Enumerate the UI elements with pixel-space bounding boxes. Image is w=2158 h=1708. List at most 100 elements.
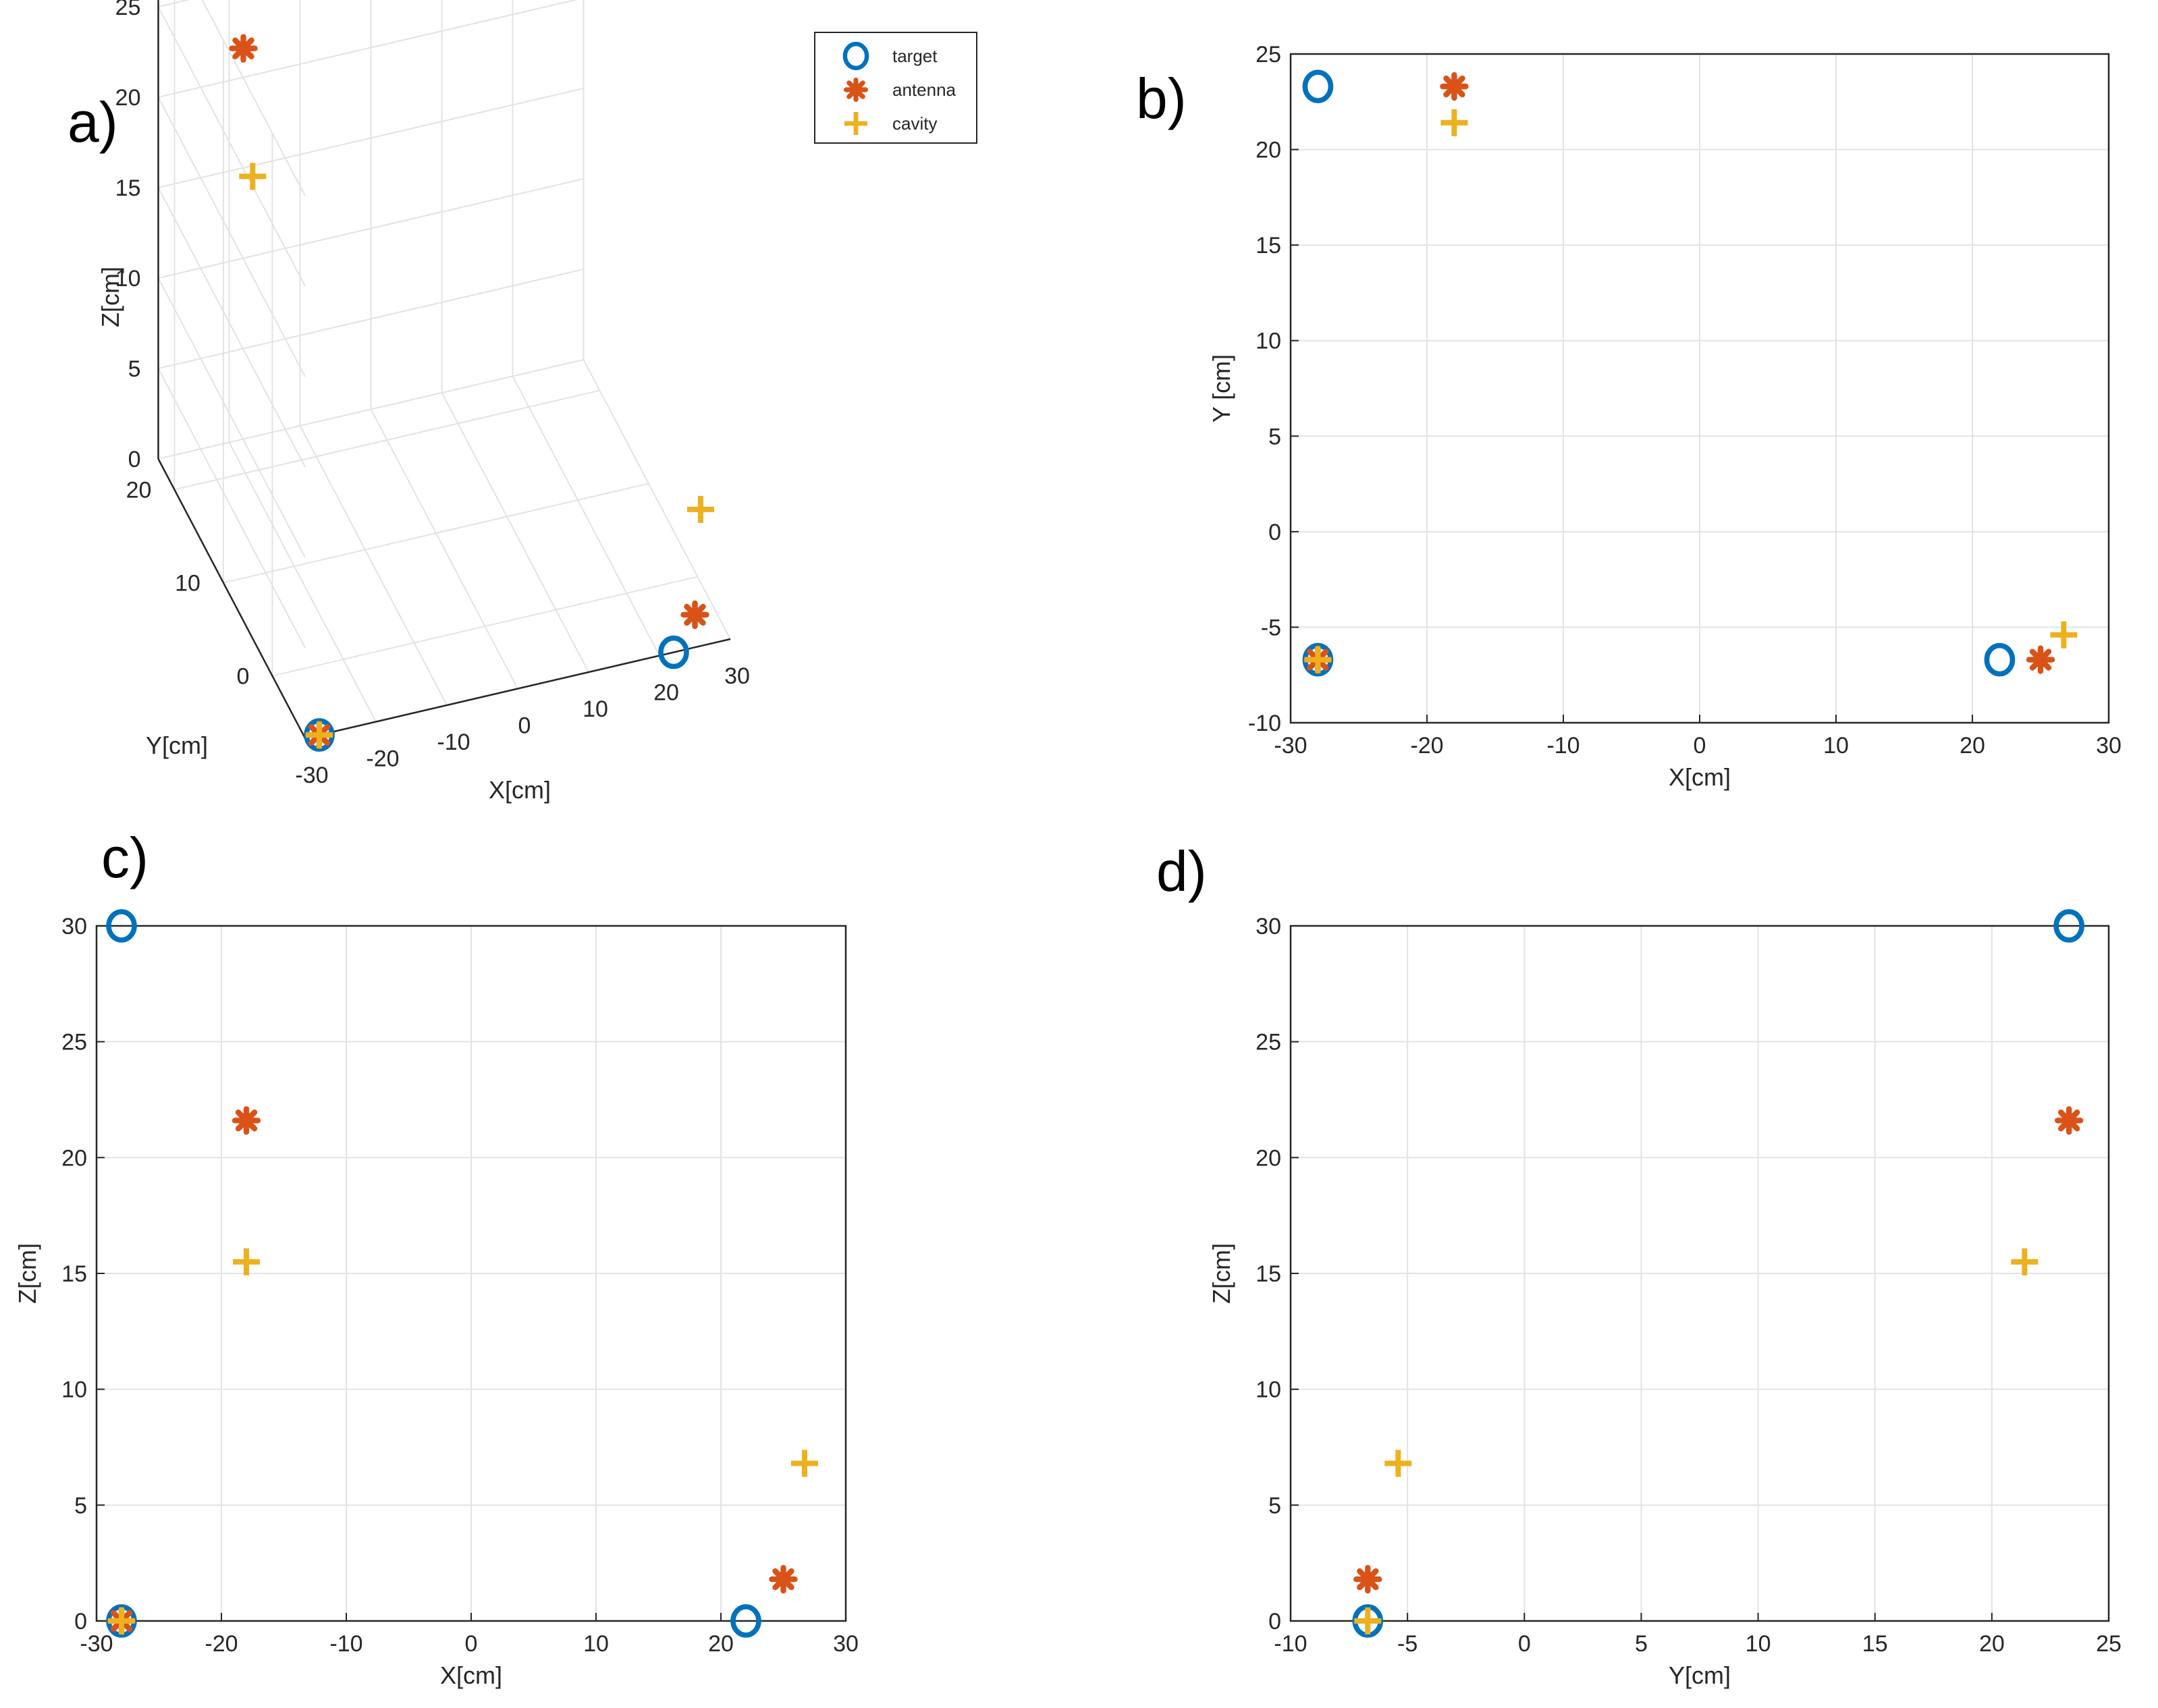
y-tick-label: 5 (1268, 424, 1281, 449)
x-axis-label: X[cm] (1669, 763, 1731, 791)
x-tick-label: 5 (1635, 1631, 1648, 1657)
cavity-point (233, 1248, 260, 1275)
target-point (1302, 70, 1334, 103)
y-tick-label: 20 (61, 1145, 87, 1171)
x-tick-label: 0 (465, 1631, 478, 1657)
cavity-point (306, 721, 333, 749)
x-tick-label: -30 (1274, 733, 1307, 759)
target-marker-ring (1984, 642, 2016, 677)
x-tick-label: 20 (653, 680, 679, 706)
x-tick-label: 25 (2096, 1631, 2122, 1657)
y-tick-label: 10 (1256, 1377, 1281, 1403)
x-tick-label: 0 (1518, 1631, 1531, 1657)
legend-box (814, 32, 977, 144)
target-point (2053, 909, 2084, 943)
cavity-point (2050, 621, 2078, 649)
scatter-panel-d: -10 -5 0 5 10 15 20 25 0 5 10 15 20 25 30 Y[cm] Z[cm] (1208, 909, 2122, 1689)
y-tick-label: 30 (61, 914, 87, 939)
antenna-point (2054, 1106, 2084, 1135)
scatter-panel-a: -30-20-10010203001020051015202530X[cm]Y[… (97, 0, 750, 804)
grid-line (157, 368, 306, 649)
grid-line (157, 97, 306, 377)
axes-frame (1289, 925, 2110, 1622)
x-tick-label: 20 (1979, 1631, 2005, 1657)
antenna-marker-stroke (2057, 1109, 2080, 1132)
x-tick-label: 30 (2096, 733, 2122, 759)
y-tick-label: 10 (175, 571, 200, 597)
y-tick-label: 10 (1256, 329, 1281, 354)
axes-frame (1289, 53, 2110, 724)
x-tick-label: -20 (205, 1631, 238, 1657)
x-axis-label: Y[cm] (1669, 1661, 1731, 1689)
y-axis-label: Z[cm] (14, 1243, 41, 1304)
grid-line (228, 442, 377, 722)
x-tick-label: -10 (437, 729, 470, 755)
x-tick-label: 15 (1862, 1631, 1888, 1657)
legend-label: antenna (892, 80, 956, 100)
z-tick-label: 0 (128, 447, 141, 472)
x-tick-label: -10 (329, 1631, 362, 1657)
y-tick-label: 10 (61, 1377, 87, 1403)
x-tick-label: 20 (1960, 733, 1985, 759)
y-tick-label: 0 (1268, 520, 1281, 545)
panel-label: d) (1156, 839, 1207, 903)
antenna-point (229, 34, 258, 63)
y-tick-label: 0 (237, 664, 250, 690)
antenna-point (769, 1564, 798, 1594)
antenna-marker-stroke (684, 603, 706, 626)
grid-line (157, 187, 306, 468)
circle-icon (842, 41, 869, 71)
z-axis-label: Z[cm] (97, 267, 124, 327)
target-marker-ring (842, 41, 869, 71)
target-marker-ring (2053, 909, 2084, 943)
cavity-point (1440, 109, 1468, 136)
y-tick-label: 0 (1268, 1609, 1281, 1634)
target-marker-ring (1302, 70, 1334, 103)
z-tick-label: 20 (115, 85, 141, 111)
y-tick-label: 15 (61, 1261, 87, 1287)
grid-line (201, 0, 306, 196)
y-tick-label: -5 (1261, 615, 1281, 640)
z-tick-label: 5 (128, 356, 141, 382)
cavity-point (790, 1450, 818, 1477)
x-axis-label: X[cm] (440, 1661, 502, 1689)
y-tick-label: 15 (1256, 1261, 1281, 1287)
target-point (658, 635, 689, 669)
plus-icon (844, 112, 867, 135)
grid-line (583, 359, 731, 640)
x-tick-label: 10 (1746, 1631, 1771, 1657)
antenna-marker-stroke (846, 80, 865, 99)
panel-label: c) (101, 826, 149, 889)
x-tick-label: 10 (1823, 733, 1849, 759)
x-tick-label: -5 (1397, 1631, 1418, 1657)
cavity-point (686, 495, 714, 523)
x-tick-label: -10 (1274, 1631, 1307, 1657)
cavity-point (1304, 646, 1332, 673)
x-tick-label: -30 (80, 1631, 113, 1657)
scatter-panel-c: -30 -20 -10 0 10 20 30 0 5 10 15 20 25 30 X[cm] Z[cm] (14, 909, 859, 1689)
antenna-point (1440, 72, 1469, 101)
y-tick-label: 20 (1256, 138, 1281, 163)
target-point (730, 1604, 761, 1638)
cavity-point (1384, 1450, 1412, 1477)
panel-label: a) (68, 90, 118, 154)
axes-frame (95, 925, 847, 1622)
y-tick-label: 30 (1256, 914, 1281, 939)
y-tick-label: 20 (126, 478, 152, 503)
x-tick-label: -20 (366, 746, 399, 772)
y-tick-label: -10 (1248, 711, 1281, 736)
y-axis-label: Y[cm] (146, 732, 208, 759)
x-tick-label: 0 (518, 713, 531, 739)
x-tick-label: -20 (1410, 733, 1443, 759)
grid-line (370, 409, 518, 689)
y-tick-label: 15 (1256, 233, 1281, 258)
x-tick-label: 30 (724, 663, 750, 689)
x-tick-label: 30 (833, 1631, 859, 1657)
cavity-point (2011, 1248, 2039, 1275)
y-axis-label: Z[cm] (1208, 1243, 1235, 1304)
legend: target antenna cavity (814, 32, 977, 144)
y-tick-label: 25 (1256, 42, 1281, 67)
y-tick-label: 5 (74, 1493, 87, 1518)
antenna-marker-stroke (1443, 75, 1465, 98)
